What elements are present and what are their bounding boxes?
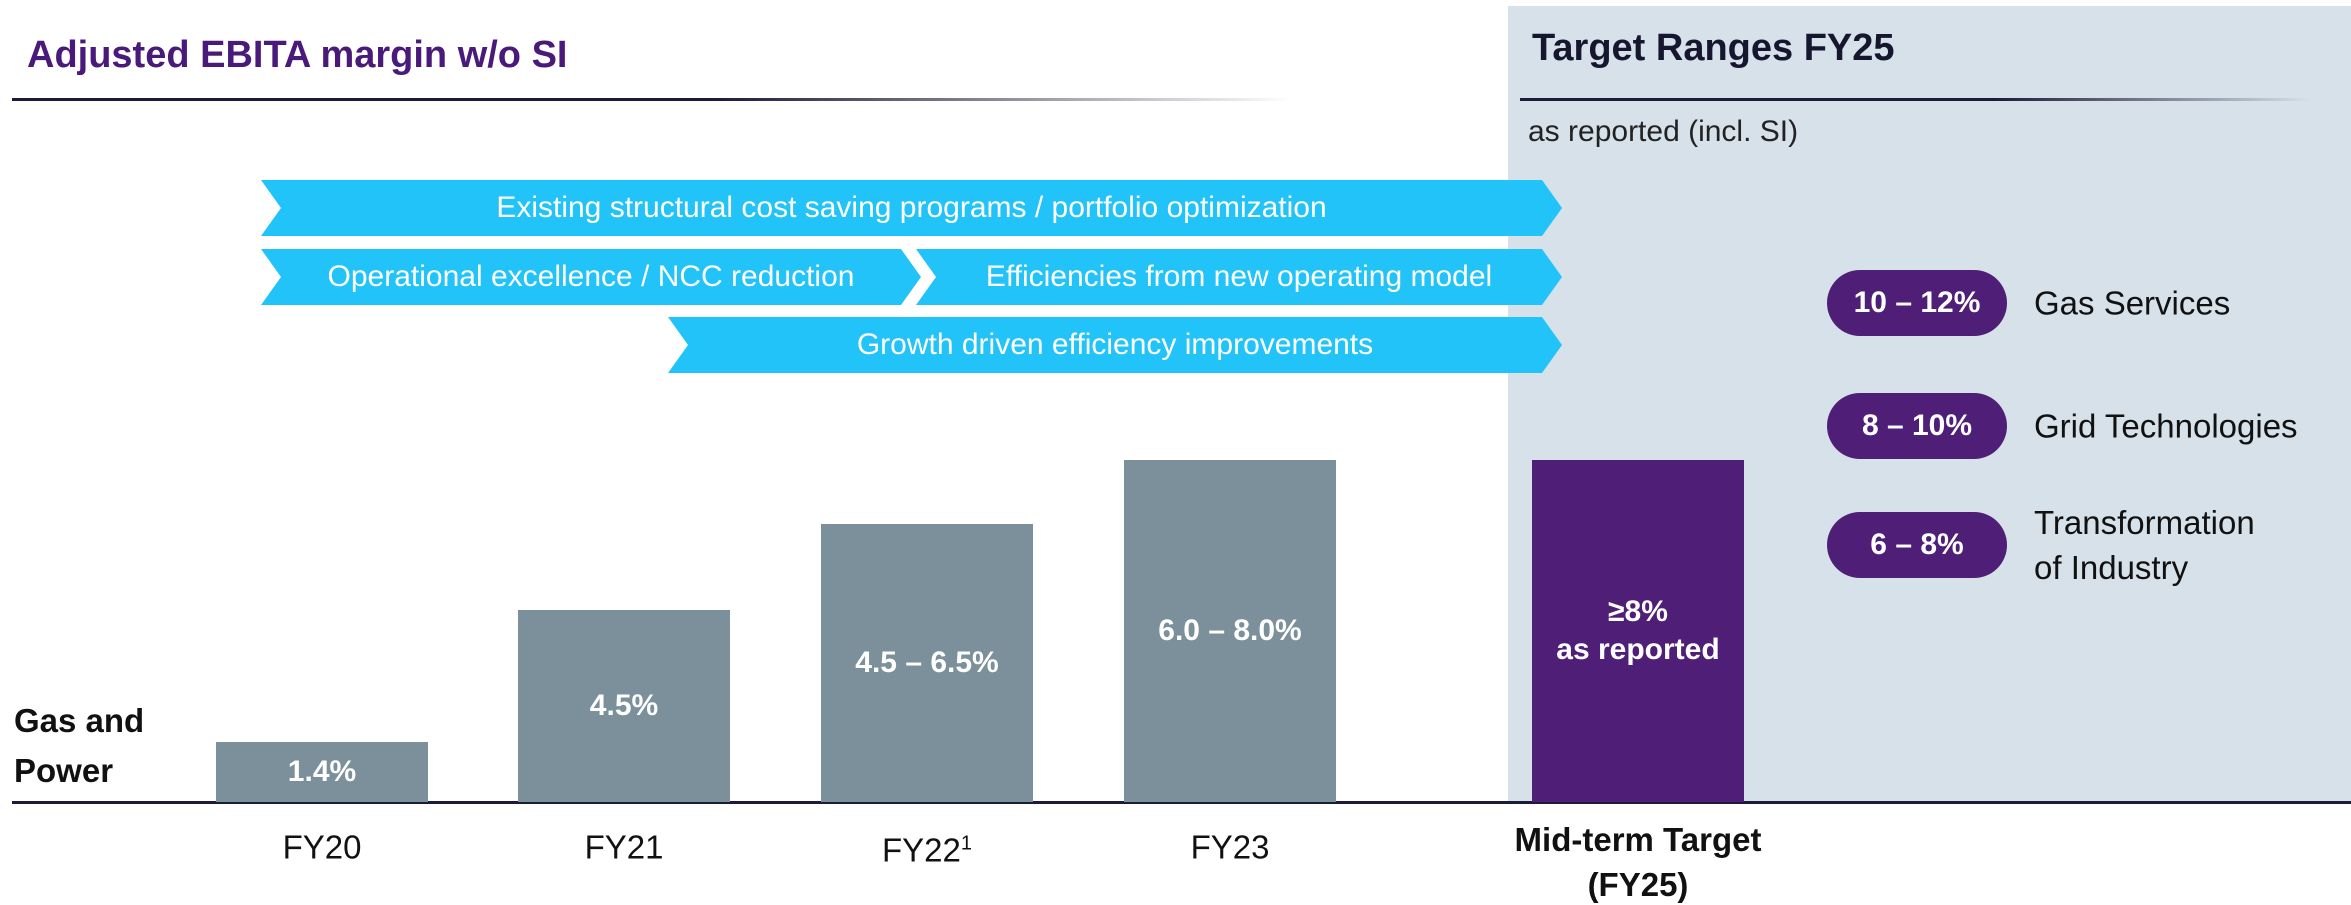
row-label: Gas and Power (14, 702, 145, 789)
target-range: 8 – 10% (1827, 393, 2007, 459)
bar (1124, 460, 1336, 802)
initiative-arrow: Operational excellence / NCC reduction (261, 249, 921, 305)
bar (216, 742, 428, 802)
category-text: Mid-term Target (FY25) (1514, 821, 1762, 903)
baseline (12, 801, 2351, 804)
category-text: FY22 (882, 831, 961, 869)
segment-name: Transformation of Industry (2034, 504, 2255, 586)
bar-label: 4.5 – 6.5% (777, 644, 1077, 682)
bar (518, 609, 730, 802)
panel-title: Target Ranges FY25 (1532, 27, 1895, 69)
category-label: FY23 (1100, 825, 1360, 870)
category-label: FY21 (494, 825, 754, 870)
title-rule (12, 98, 1292, 101)
value-label: 4.5 – 6.5% (855, 646, 999, 680)
category-text: FY23 (1190, 828, 1270, 866)
category-label: Mid-term Target (FY25) (1508, 817, 1768, 905)
value-label: 1.4% (287, 755, 357, 789)
value-label: ≥8% (1608, 595, 1668, 628)
category-text: FY21 (584, 828, 664, 866)
panel-rule (1520, 98, 2310, 101)
bar-label: 1.4% (172, 753, 472, 791)
category-text: FY20 (282, 828, 362, 866)
bar-label: 6.0 – 8.0% (1080, 612, 1380, 650)
initiative-arrow: Existing structural cost saving programs… (261, 180, 1562, 236)
category-label: FY221 (797, 822, 1057, 873)
initiative-arrow: Efficiencies from new operating model (916, 249, 1562, 305)
bar (1532, 460, 1744, 802)
segment-name: Grid Technologies (2034, 407, 2298, 445)
panel-subtitle: as reported (incl. SI) (1528, 115, 1799, 148)
value-note: as reported (1556, 633, 1720, 666)
bar-label: ≥8% as reported (1488, 593, 1788, 669)
bar-label: 4.5% (474, 687, 774, 725)
value-label: 6.0 – 8.0% (1158, 614, 1302, 647)
category-label: FY20 (192, 825, 452, 870)
segment-name: Gas Services (2034, 284, 2231, 322)
value-label: 4.5% (589, 688, 659, 722)
target-range: 10 – 12% (1827, 270, 2007, 336)
target-range: 6 – 8% (1827, 512, 2007, 578)
bar (821, 524, 1033, 802)
footnote-marker: 1 (960, 832, 972, 855)
initiative-arrow: Growth driven efficiency improvements (668, 317, 1562, 373)
title: Adjusted EBITA margin w/o SI (27, 34, 568, 76)
